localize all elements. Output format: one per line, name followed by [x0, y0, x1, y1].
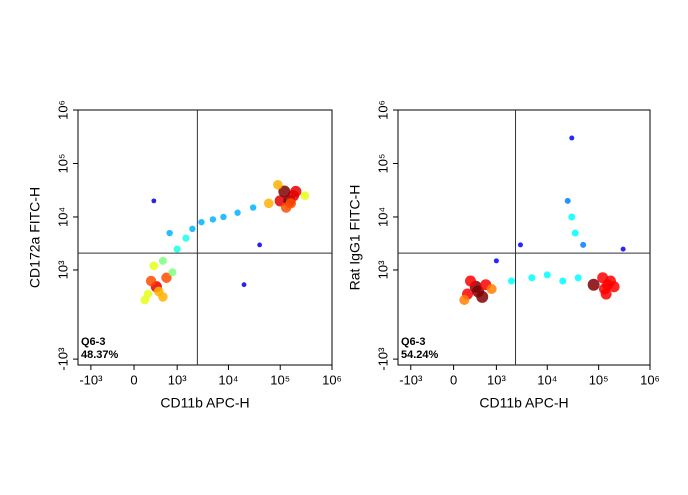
event-point — [273, 179, 283, 190]
event-point — [249, 204, 257, 211]
y-tick-label: -10³ — [375, 347, 390, 371]
event-point — [507, 277, 515, 285]
plot-frame — [397, 109, 651, 366]
event-point — [198, 218, 205, 226]
event-point — [574, 274, 582, 282]
event-point — [580, 241, 587, 248]
event-point — [559, 277, 567, 285]
event-point — [300, 191, 310, 201]
y-tick-label: 10⁵ — [375, 154, 390, 174]
event-point — [173, 245, 181, 253]
x-tick-label: 10⁶ — [640, 372, 660, 387]
quadrant-percent: 54.24% — [401, 349, 439, 361]
event-point — [568, 213, 576, 221]
event-point — [145, 275, 157, 287]
event-point — [543, 271, 551, 279]
event-point — [241, 282, 247, 288]
event-point — [597, 272, 609, 284]
plot-frame — [77, 109, 333, 366]
x-tick-label: 10⁵ — [589, 372, 609, 387]
x-tick-label: 10⁶ — [322, 372, 342, 387]
quadrant-name: Q6-3 — [81, 336, 105, 348]
event-point — [166, 229, 173, 237]
event-point — [257, 242, 263, 248]
event-point — [486, 284, 497, 295]
y-tick-label: -10³ — [55, 347, 70, 371]
event-point — [493, 258, 499, 264]
y-tick-label: 10³ — [55, 260, 70, 279]
event-point — [569, 135, 575, 141]
event-point — [620, 246, 626, 252]
y-tick-label: 10⁵ — [55, 154, 70, 174]
event-point — [285, 198, 296, 209]
quadrant-label-box — [79, 334, 123, 364]
y-axis-title: CD172a FITC-H — [27, 187, 43, 288]
quadrant-label-box — [399, 334, 443, 364]
event-point — [528, 274, 536, 282]
event-point — [234, 209, 241, 216]
event-point — [153, 286, 164, 297]
y-tick-label: 10⁶ — [55, 100, 70, 120]
x-tick-label: 10³ — [168, 372, 187, 387]
event-point — [278, 185, 291, 198]
x-tick-label: -10³ — [79, 372, 103, 387]
y-tick-label: 10⁶ — [375, 100, 390, 120]
event-point — [465, 275, 477, 287]
x-axis-title: CD11b APC-H — [479, 395, 568, 411]
event-point — [564, 197, 571, 204]
x-tick-label: 10⁴ — [537, 372, 557, 387]
event-point — [517, 242, 523, 248]
event-point — [151, 198, 157, 204]
event-point — [263, 198, 274, 209]
event-point — [608, 281, 620, 293]
quadrant-name: Q6-3 — [401, 336, 425, 348]
x-axis-title: CD11b APC-H — [160, 395, 249, 411]
event-point — [168, 268, 177, 277]
event-point — [600, 288, 612, 300]
event-point — [290, 185, 302, 198]
event-point — [459, 295, 470, 306]
event-point — [158, 256, 167, 265]
y-tick-label: 10³ — [375, 260, 390, 279]
y-axis-title: Rat IgG1 FITC-H — [347, 185, 363, 291]
event-point — [149, 261, 159, 271]
y-tick-label: 10⁴ — [375, 207, 390, 227]
quadrant-percent: 48.37% — [81, 349, 119, 361]
y-tick-label: 10⁴ — [55, 207, 70, 227]
x-tick-label: 10⁵ — [270, 372, 290, 387]
x-tick-label: 10⁴ — [218, 372, 238, 387]
event-point — [189, 225, 196, 233]
event-point — [472, 285, 485, 298]
event-point — [587, 278, 600, 291]
x-tick-label: -10³ — [399, 372, 423, 387]
event-point — [209, 216, 217, 223]
event-point — [140, 295, 150, 305]
event-point — [182, 234, 190, 242]
x-tick-label: 0 — [130, 372, 137, 387]
event-point — [220, 213, 227, 221]
x-tick-label: 10³ — [487, 372, 506, 387]
event-point — [571, 229, 579, 237]
event-point — [161, 272, 172, 283]
x-tick-label: 0 — [450, 372, 457, 387]
